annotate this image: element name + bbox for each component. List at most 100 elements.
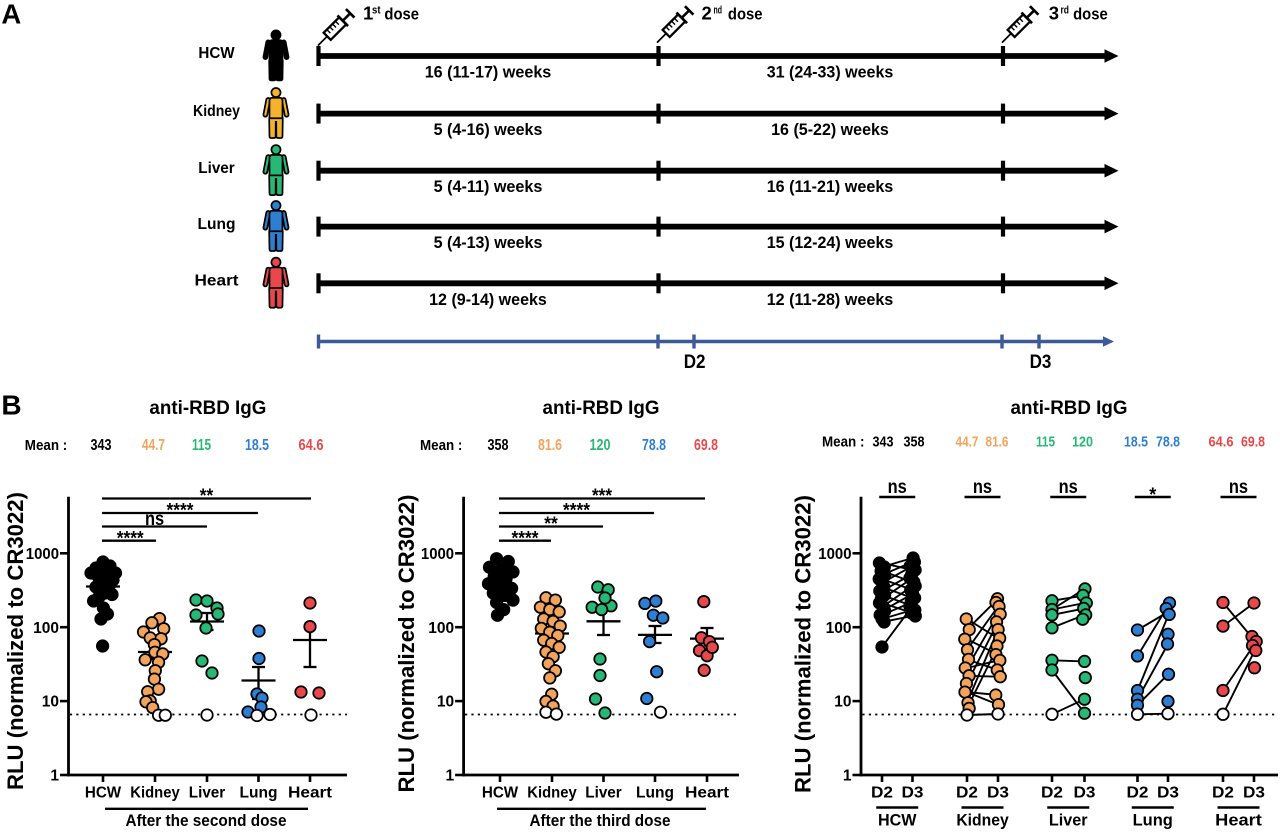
svg-text:****: **** [167, 501, 195, 522]
svg-text:nd: nd [714, 5, 723, 17]
svg-text:dose: dose [1073, 5, 1108, 24]
svg-text:Kidney: Kidney [193, 103, 240, 120]
svg-text:31 (24-33) weeks: 31 (24-33) weeks [767, 63, 894, 82]
svg-text:69.8: 69.8 [1241, 434, 1265, 450]
svg-text:RLU (normalized to CR3022): RLU (normalized to CR3022) [790, 495, 815, 793]
svg-text:Kidney: Kidney [527, 785, 577, 802]
svg-text:1000: 1000 [26, 546, 59, 563]
svg-text:D2: D2 [1127, 785, 1149, 802]
svg-text:1: 1 [50, 768, 59, 785]
svg-text:69.8: 69.8 [694, 437, 718, 454]
svg-text:5 (4-11) weeks: 5 (4-11) weeks [434, 177, 543, 196]
svg-text:HCW: HCW [482, 785, 519, 802]
svg-text:100: 100 [428, 620, 454, 637]
svg-text:16 (5-22) weeks: 16 (5-22) weeks [771, 120, 889, 139]
svg-text:anti-RBD IgG: anti-RBD IgG [543, 397, 660, 419]
svg-text:1000: 1000 [818, 546, 851, 563]
svg-text:After the third dose: After the third dose [530, 812, 671, 830]
svg-text:After the second dose: After the second dose [126, 812, 287, 830]
svg-text:D2: D2 [1041, 785, 1063, 802]
svg-text:A: A [1, 0, 21, 30]
svg-text:D2: D2 [871, 785, 893, 802]
svg-text:ns: ns [973, 477, 992, 498]
svg-text:3: 3 [1049, 3, 1059, 24]
svg-text:ns: ns [1059, 477, 1078, 498]
svg-text:10: 10 [437, 694, 454, 711]
svg-text:Heart: Heart [195, 273, 240, 290]
svg-text:81.6: 81.6 [986, 434, 1009, 450]
svg-text:343: 343 [91, 437, 112, 454]
svg-text:D2: D2 [956, 785, 978, 802]
svg-text:16 (11-17) weeks: 16 (11-17) weeks [425, 63, 552, 82]
svg-text:Liver: Liver [585, 785, 622, 802]
svg-text:dose: dose [728, 5, 763, 24]
svg-text:100: 100 [826, 620, 852, 637]
svg-text:Heart: Heart [288, 785, 332, 802]
svg-text:12 (9-14) weeks: 12 (9-14) weeks [429, 290, 547, 309]
svg-text:16 (11-21) weeks: 16 (11-21) weeks [767, 177, 894, 196]
svg-text:15 (12-24) weeks: 15 (12-24) weeks [767, 233, 894, 252]
svg-text:78.8: 78.8 [642, 437, 666, 454]
svg-text:HCW: HCW [878, 812, 917, 830]
svg-text:Mean :: Mean : [25, 437, 67, 454]
svg-text:D3: D3 [902, 785, 924, 802]
svg-text:78.8: 78.8 [1156, 434, 1180, 450]
svg-text:Liver: Liver [198, 160, 235, 177]
svg-text:RLU (normalized to CR3022): RLU (normalized to CR3022) [3, 492, 28, 790]
svg-text:10: 10 [42, 694, 59, 711]
svg-text:44.7: 44.7 [956, 434, 979, 450]
svg-text:D3: D3 [1074, 785, 1096, 802]
svg-text:B: B [1, 390, 21, 421]
svg-text:ns: ns [1229, 477, 1248, 498]
svg-text:10: 10 [834, 694, 851, 711]
svg-text:120: 120 [590, 437, 611, 454]
svg-text:D3: D3 [987, 785, 1009, 802]
svg-text:Lung: Lung [636, 785, 674, 802]
svg-text:D3: D3 [1157, 785, 1179, 802]
svg-text:HCW: HCW [198, 45, 235, 62]
svg-text:dose: dose [384, 5, 419, 24]
svg-text:2: 2 [702, 3, 712, 24]
svg-text:anti-RBD IgG: anti-RBD IgG [1011, 397, 1128, 419]
svg-text:****: **** [117, 528, 145, 549]
svg-text:Lung: Lung [198, 216, 236, 233]
svg-text:st: st [372, 5, 381, 17]
svg-text:Mean :: Mean : [420, 437, 462, 454]
svg-text:18.5: 18.5 [1124, 434, 1148, 450]
svg-text:****: **** [512, 528, 540, 549]
svg-text:358: 358 [904, 434, 925, 450]
svg-text:D3: D3 [1030, 352, 1052, 373]
svg-text:Heart: Heart [1215, 812, 1262, 830]
svg-text:D2: D2 [684, 352, 706, 373]
svg-text:5 (4-16) weeks: 5 (4-16) weeks [434, 120, 543, 139]
svg-text:rd: rd [1061, 5, 1070, 17]
svg-text:115: 115 [1036, 434, 1055, 450]
svg-text:HCW: HCW [85, 785, 122, 802]
svg-text:***: *** [592, 486, 613, 507]
svg-text:1000: 1000 [421, 546, 454, 563]
svg-text:D2: D2 [1212, 785, 1234, 802]
svg-text:Lung: Lung [1133, 812, 1173, 830]
svg-text:343: 343 [873, 434, 894, 450]
svg-text:**: ** [544, 514, 558, 535]
svg-text:1: 1 [363, 3, 373, 24]
svg-text:anti-RBD IgG: anti-RBD IgG [149, 397, 266, 419]
svg-text:*: * [1149, 485, 1157, 506]
svg-text:****: **** [563, 501, 591, 522]
svg-text:44.7: 44.7 [142, 437, 165, 454]
svg-text:100: 100 [33, 620, 59, 637]
svg-text:1: 1 [843, 768, 852, 785]
svg-text:D3: D3 [1243, 785, 1265, 802]
svg-text:ns: ns [145, 509, 164, 530]
svg-text:Kidney: Kidney [130, 785, 180, 802]
svg-text:64.6: 64.6 [1209, 434, 1234, 450]
svg-text:Liver: Liver [1049, 812, 1088, 830]
svg-text:Kidney: Kidney [956, 812, 1009, 830]
svg-text:120: 120 [1072, 434, 1093, 450]
svg-text:**: ** [200, 486, 214, 507]
svg-text:RLU (normalized to CR3022): RLU (normalized to CR3022) [394, 494, 419, 792]
svg-text:Mean :: Mean : [822, 434, 864, 450]
svg-text:81.6: 81.6 [538, 437, 562, 454]
svg-text:1: 1 [445, 768, 454, 785]
svg-text:358: 358 [488, 437, 509, 454]
